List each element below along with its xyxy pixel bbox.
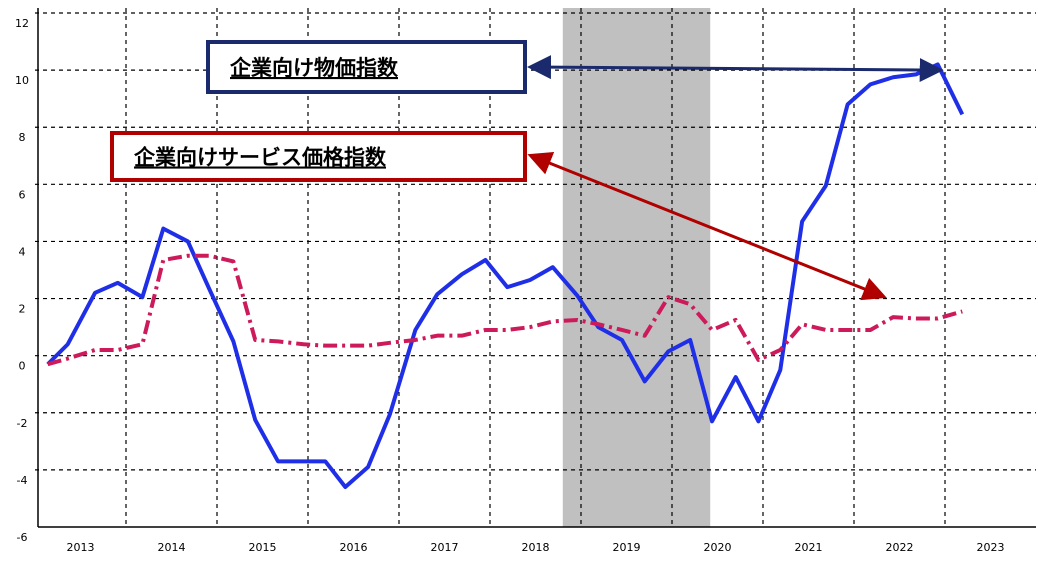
annotation-text: 企業向け物価指数: [229, 56, 399, 80]
x-tick-label: 2013: [67, 541, 95, 554]
annotation-arrow: [527, 152, 887, 301]
x-tick-label: 2016: [340, 541, 368, 554]
x-tick-label: 2015: [249, 541, 277, 554]
x-tick-label: 2021: [795, 541, 823, 554]
y-tick-label: 6: [19, 188, 26, 201]
x-tick-label: 2020: [704, 541, 732, 554]
annotation-arrow: [527, 55, 944, 82]
y-tick-label: -6: [17, 531, 28, 544]
series-line: [46, 62, 965, 490]
x-tick-label: 2022: [886, 541, 914, 554]
x-tick-label: 2018: [522, 541, 550, 554]
annotation-box: [110, 131, 527, 182]
y-tick-label: 2: [19, 303, 26, 316]
x-tick-label: 2019: [613, 541, 641, 554]
y-tick-label: 4: [19, 245, 26, 258]
y-tick-label: 10: [15, 74, 29, 87]
annotation-text: 企業向けサービス価格指数: [133, 146, 387, 170]
y-tick-label: -2: [17, 417, 28, 430]
y-tick-label: 12: [15, 17, 29, 30]
y-tick-label: 8: [19, 131, 26, 144]
y-tick-label: 0: [19, 360, 26, 373]
shaded-period: [562, 8, 711, 527]
x-tick-label: 2014: [158, 541, 186, 554]
x-tick-label: 2023: [977, 541, 1005, 554]
x-tick-label: 2017: [431, 541, 459, 554]
series-line: [47, 253, 963, 367]
annotation-box: [206, 40, 527, 94]
y-tick-label: -4: [17, 474, 28, 487]
